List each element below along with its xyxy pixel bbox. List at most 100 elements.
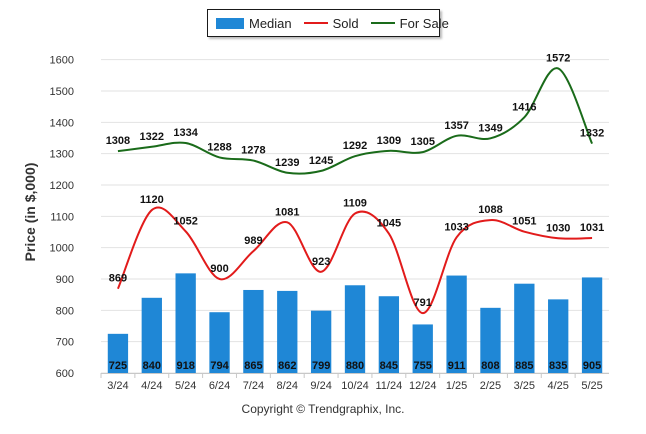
data-label-sold: 923 [312,256,330,268]
data-label-median: 835 [549,360,567,372]
y-tick-label: 1100 [50,211,74,223]
data-label-median: 799 [312,360,330,372]
bar-median [107,333,129,373]
x-tick-label: 9/24 [310,380,331,392]
y-tick-label: 1300 [50,149,74,161]
data-label-sold: 791 [414,297,432,309]
y-tick-label: 1200 [50,180,74,192]
y-tick-label: 600 [56,368,74,380]
legend-swatch-sold [303,22,328,24]
y-tick-label: 1400 [50,117,74,129]
data-label-sold: 900 [210,263,228,275]
x-tick-label: 10/24 [341,380,369,392]
data-label-for-sale: 1245 [309,155,333,167]
data-label-median: 911 [448,360,466,372]
data-label-median: 808 [481,360,499,372]
y-tick-label: 1600 [50,55,74,67]
data-label-median: 840 [143,360,161,372]
data-label-for-sale: 1309 [377,135,401,147]
data-label-for-sale: 1308 [106,135,130,147]
data-label-sold: 1088 [478,204,502,216]
data-label-for-sale: 1322 [140,131,164,143]
bar-median [446,275,467,373]
data-label-median: 885 [515,360,533,372]
data-label-sold: 1120 [140,194,164,206]
x-tick-label: 4/24 [141,380,162,392]
legend-label-sold: Sold [332,15,359,31]
data-label-sold: 1045 [377,218,401,230]
line-sold [117,206,593,315]
data-label-median: 905 [583,360,601,372]
bar-median [277,290,298,373]
data-label-sold: 1081 [275,206,299,218]
x-tick-label: 5/25 [581,380,602,392]
y-tick-label: 1500 [50,86,74,98]
data-label-sold: 869 [109,273,127,285]
data-label-median: 865 [244,360,262,372]
data-label-for-sale: 1292 [343,140,367,152]
data-label-for-sale: 1349 [478,122,502,134]
data-label-sold: 1033 [444,221,468,233]
bar-median [141,297,162,373]
data-label-median: 880 [346,360,364,372]
data-label-for-sale: 1332 [580,128,604,140]
line-for-sale [117,67,593,175]
data-label-median: 755 [414,360,432,372]
bar-median [548,299,569,373]
data-label-median: 845 [380,360,398,372]
data-label-for-sale: 1305 [410,136,434,148]
x-tick-label: 7/24 [243,380,264,392]
data-label-sold: 1051 [512,216,536,228]
legend: Median Sold For Sale [207,9,449,37]
bar-median [581,277,603,373]
legend-item-for-sale: For Sale [370,15,449,31]
x-tick-label: 3/24 [107,380,128,392]
bar-median [480,307,501,373]
y-tick-label: 700 [56,337,74,349]
x-tick-label: 1/25 [446,380,467,392]
data-label-sold: 1052 [173,215,197,227]
legend-label-for-sale: For Sale [399,15,449,31]
y-tick-label: 800 [56,305,74,317]
data-label-median: 918 [176,360,194,372]
data-label-for-sale: 1288 [207,141,231,153]
bar-median [243,289,264,373]
x-tick-label: 12/24 [409,380,437,392]
legend-swatch-median [216,17,244,29]
legend-item-sold: Sold [303,15,359,31]
data-label-for-sale: 1278 [241,145,265,157]
data-label-for-sale: 1416 [512,101,536,113]
copyright-text: Copyright © Trendgraphix, Inc. [241,402,405,416]
x-tick-label: 8/24 [277,380,298,392]
y-tick-label: 1000 [50,243,74,255]
data-label-sold: 1031 [580,222,604,234]
bar-median [175,273,196,373]
x-tick-label: 4/25 [547,380,568,392]
data-label-median: 725 [109,360,127,372]
data-label-sold: 1030 [546,222,570,234]
data-label-for-sale: 1334 [173,127,198,139]
x-tick-label: 6/24 [209,380,230,392]
x-tick-label: 5/24 [175,380,196,392]
bar-median [344,285,366,373]
data-label-median: 794 [210,360,229,372]
data-label-for-sale: 1239 [275,157,299,169]
bar-median [378,296,400,373]
x-tick-label: 3/25 [514,380,535,392]
y-tick-label: 900 [56,274,74,286]
bar-median [412,324,433,373]
y-axis-label: Price (in $,000) [22,162,38,262]
data-label-for-sale: 1572 [546,52,570,64]
data-label-sold: 989 [244,235,262,247]
x-tick-label: 11/24 [376,380,403,392]
data-label-for-sale: 1357 [444,120,468,132]
bar-median [310,310,332,373]
x-tick-label: 2/25 [480,380,501,392]
bar-median [209,312,230,373]
data-label-sold: 1109 [343,198,367,210]
data-label-median: 862 [278,360,296,372]
legend-label-median: Median [249,15,292,31]
legend-swatch-for-sale [370,22,395,24]
legend-item-median: Median [216,16,292,31]
